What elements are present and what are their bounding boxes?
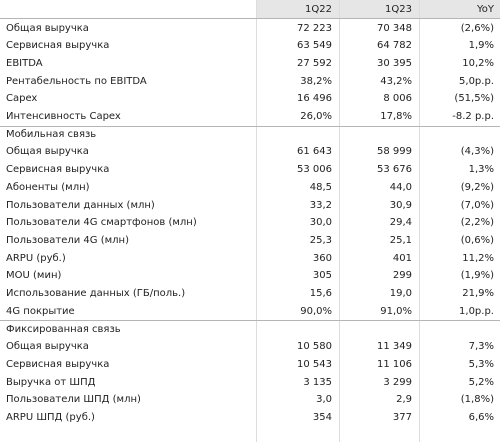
row-value: 27 592 (297, 57, 332, 69)
section-rule (0, 320, 500, 321)
row-value: (51,5%) (454, 93, 494, 105)
row-value: 1,0p.p. (459, 305, 494, 317)
row-label: Использование данных (ГБ/поль.) (6, 288, 186, 299)
row-value: 30,0 (309, 217, 332, 229)
row-value: 354 (312, 411, 332, 423)
row-value: (0,6%) (460, 234, 494, 246)
row-value: 90,0% (300, 305, 332, 317)
row-value: 10 543 (297, 358, 332, 370)
row-value: 377 (392, 411, 412, 423)
row-value: 48,5 (309, 181, 332, 193)
row-value: 38,2% (300, 75, 332, 87)
row-label: EBITDA (6, 57, 43, 69)
row-label: ARPU (руб.) (6, 252, 66, 264)
column-header: 1Q22 (305, 4, 332, 15)
column-header: 1Q23 (385, 4, 412, 15)
row-value: 64 782 (377, 40, 412, 52)
row-label: Интенсивность Capex (6, 111, 121, 122)
row-value: 1,9% (468, 40, 494, 52)
row-value: 3,0 (316, 394, 332, 406)
row-value: 16 496 (297, 93, 332, 105)
row-value: 72 223 (297, 22, 332, 34)
row-value: 91,0% (380, 305, 412, 317)
row-value: 17,8% (380, 111, 412, 122)
row-value: 29,4 (389, 217, 412, 229)
row-value: 61 643 (297, 146, 332, 158)
row-value: (4,3%) (460, 146, 494, 158)
row-label: Capex (6, 93, 38, 105)
row-label: Сервисная выручка (6, 40, 110, 52)
row-label: Пользователи 4G (млн) (6, 234, 129, 246)
row-label: Выручка от ШПД (6, 376, 96, 388)
row-value: 63 549 (297, 40, 332, 52)
row-label: Пользователи данных (млн) (6, 199, 155, 211)
row-value: 11,2% (462, 252, 494, 264)
row-value: 25,1 (389, 234, 412, 246)
row-label: Пользователи ШПД (млн) (6, 394, 141, 406)
row-value: 21,9% (462, 288, 494, 299)
section-rule (0, 126, 500, 127)
row-value: (1,8%) (460, 394, 494, 406)
row-value: 299 (392, 270, 412, 282)
row-value: 70 348 (377, 22, 412, 34)
row-value: (7,0%) (460, 199, 494, 211)
row-value: 44,0 (389, 181, 412, 193)
column-header: YoY (476, 4, 494, 15)
row-value: (2,2%) (460, 217, 494, 229)
column-divider (339, 0, 340, 442)
row-value: 15,6 (309, 288, 332, 299)
row-value: 11 349 (377, 341, 412, 353)
row-label: MOU (мин) (6, 270, 62, 282)
row-label: Абоненты (млн) (6, 181, 90, 193)
row-value: 5,3% (468, 358, 494, 370)
column-divider (256, 0, 257, 442)
row-label: Общая выручка (6, 341, 89, 353)
row-value: 33,2 (309, 199, 332, 211)
row-value: 26,0% (300, 111, 332, 122)
row-value: (2,6%) (460, 22, 494, 34)
row-label: Рентабельность по EBITDA (6, 75, 147, 87)
row-label: 4G покрытие (6, 305, 75, 317)
row-value: 30 395 (377, 57, 412, 69)
row-value: 19,0 (389, 288, 412, 299)
row-value: (9,2%) (460, 181, 494, 193)
row-label: Сервисная выручка (6, 358, 110, 370)
section-title: Мобильная связь (6, 129, 97, 141)
row-label: Общая выручка (6, 22, 89, 34)
row-value: 1,3% (468, 164, 494, 176)
row-value: 43,2% (380, 75, 412, 87)
header-rule (0, 18, 500, 19)
row-value: 2,9 (396, 394, 412, 406)
row-value: 25,3 (309, 234, 332, 246)
row-value: 7,3% (468, 341, 494, 353)
row-value: 11 106 (377, 358, 412, 370)
row-value: 360 (312, 252, 332, 264)
row-label: Сервисная выручка (6, 164, 110, 176)
row-value: 3 135 (303, 376, 332, 388)
section-title: Фиксированная связь (6, 323, 121, 335)
row-value: 401 (392, 252, 412, 264)
row-value: 8 006 (383, 93, 412, 105)
row-value: 53 006 (297, 164, 332, 176)
row-value: 5,2% (468, 376, 494, 388)
row-value: 5,0p.p. (459, 75, 494, 87)
row-value: (1,9%) (460, 270, 494, 282)
row-value: 58 999 (377, 146, 412, 158)
row-label: ARPU ШПД (руб.) (6, 411, 95, 423)
header-background (256, 0, 500, 18)
row-value: 53 676 (377, 164, 412, 176)
row-value: 10,2% (462, 57, 494, 69)
row-value: 10 580 (297, 341, 332, 353)
row-value: 305 (312, 270, 332, 282)
column-divider (419, 0, 420, 442)
row-label: Пользователи 4G смартфонов (млн) (6, 217, 197, 229)
row-label: Общая выручка (6, 146, 89, 158)
row-value: 6,6% (468, 411, 494, 423)
row-value: 30,9 (389, 199, 412, 211)
row-value: 3 299 (383, 376, 412, 388)
row-value: -8.2 p.p. (452, 111, 494, 122)
